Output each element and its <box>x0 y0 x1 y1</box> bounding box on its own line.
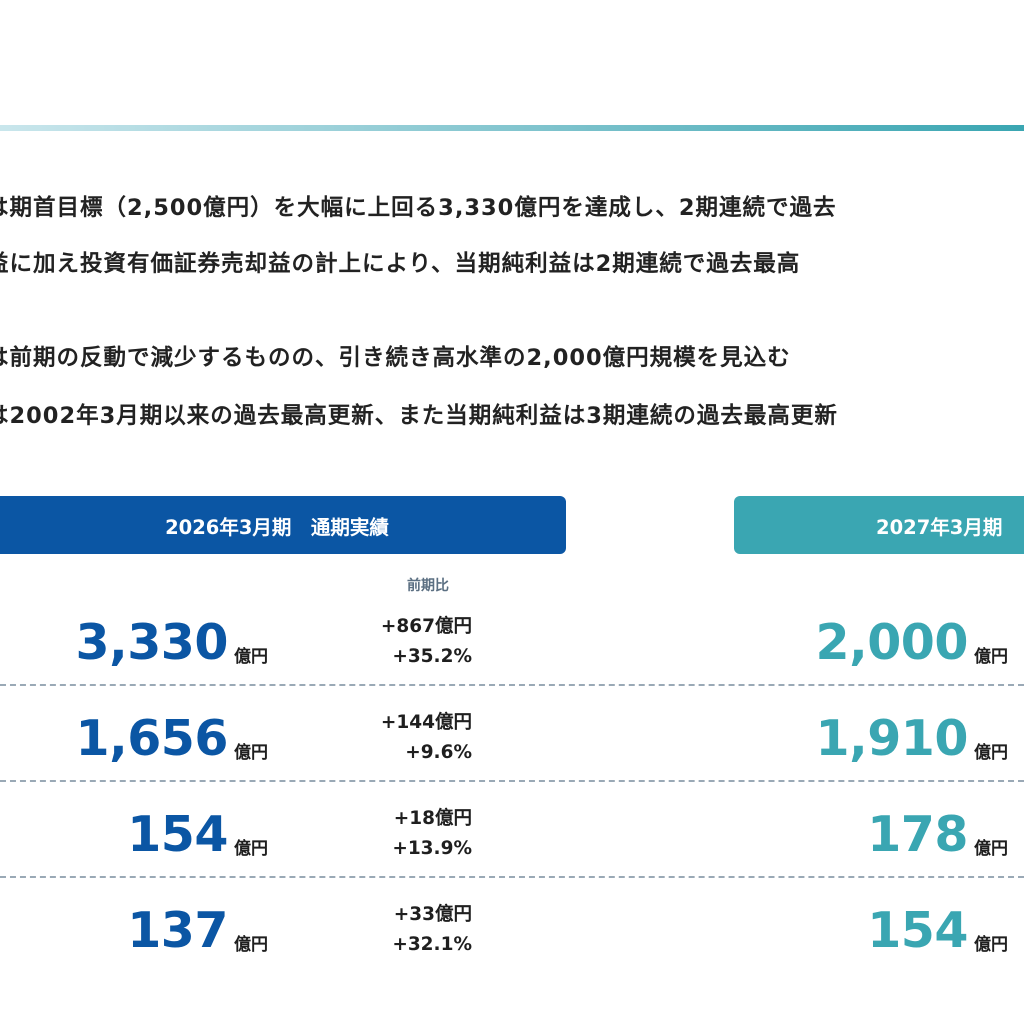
forecast-header: 2027年3月期 <box>734 496 1024 554</box>
change-percent: +13.9% <box>392 838 472 859</box>
actual-value: 1,656 <box>75 710 229 767</box>
change-amount: +144億円 <box>380 712 472 733</box>
forecast-unit: 億円 <box>974 839 1008 859</box>
summary-line-2: 益に加え投資有価証券売却益の計上により、当期純利益は2期連続で過去最高 <box>0 251 801 277</box>
actual-unit: 億円 <box>234 935 268 955</box>
change-amount: +18億円 <box>393 808 472 829</box>
forecast-value: 178 <box>867 806 968 863</box>
forecast-value: 1,910 <box>815 710 969 767</box>
actual-unit: 億円 <box>234 839 268 859</box>
forecast-unit: 億円 <box>974 647 1008 667</box>
forecast-unit: 億円 <box>974 935 1008 955</box>
row-divider <box>0 876 1024 878</box>
metric-row: 154 億円 +18億円 +13.9% 178 億円 <box>0 792 1024 888</box>
change-amount: +867億円 <box>380 616 472 637</box>
summary-line-3: は前期の反動で減少するものの、引き続き高水準の2,000億円規模を見込む <box>0 345 791 371</box>
summary-line-1: は期首目標（2,500億円）を大幅に上回る3,330億円を達成し、2期連続で過去 <box>0 195 837 221</box>
actual-value: 154 <box>127 806 228 863</box>
forecast-value: 154 <box>867 902 968 959</box>
row-divider <box>0 780 1024 782</box>
metric-row: 3,330 億円 +867億円 +35.2% 2,000 億円 <box>0 600 1024 696</box>
yoy-caption: 前期比 <box>407 578 449 594</box>
actual-results-header-label: 2026年3月期 通期実績 <box>165 515 389 539</box>
forecast-header-label: 2027年3月期 <box>876 515 1003 539</box>
metric-row: 1,656 億円 +144億円 +9.6% 1,910 億円 <box>0 696 1024 792</box>
actual-value: 3,330 <box>75 614 229 671</box>
actual-unit: 億円 <box>234 647 268 667</box>
actual-results-header: 2026年3月期 通期実績 <box>0 496 566 554</box>
forecast-value: 2,000 <box>815 614 969 671</box>
change-percent: +35.2% <box>392 646 472 667</box>
actual-unit: 億円 <box>234 743 268 763</box>
change-percent: +9.6% <box>405 742 472 763</box>
row-divider <box>0 684 1024 686</box>
summary-line-4: は2002年3月期以来の過去最高更新、また当期純利益は3期連続の過去最高更新 <box>0 403 838 429</box>
top-accent-rule <box>0 125 1024 131</box>
actual-value: 137 <box>127 902 228 959</box>
change-amount: +33億円 <box>393 904 472 925</box>
change-percent: +32.1% <box>392 934 472 955</box>
forecast-unit: 億円 <box>974 743 1008 763</box>
metric-row: 137 億円 +33億円 +32.1% 154 億円 <box>0 888 1024 984</box>
